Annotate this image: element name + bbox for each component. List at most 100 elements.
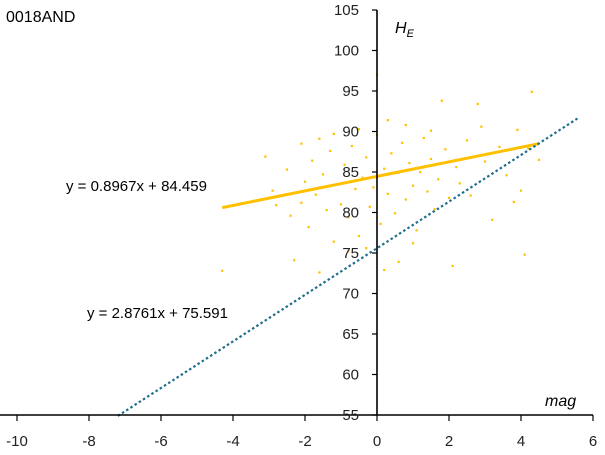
x-tick-label: -6 — [154, 433, 167, 450]
data-point — [451, 264, 454, 268]
data-point — [365, 247, 368, 250]
data-point — [440, 99, 443, 102]
data-point — [498, 145, 501, 148]
data-point — [339, 203, 343, 206]
data-point — [379, 222, 382, 225]
data-point — [332, 132, 335, 136]
data-point — [365, 156, 368, 159]
y-tick-label: 55 — [342, 407, 359, 424]
x-tick-label: 0 — [373, 433, 381, 450]
data-point — [411, 184, 415, 187]
data-point — [411, 242, 415, 245]
data-point — [429, 129, 433, 132]
y-tick-label: 100 — [334, 43, 359, 60]
data-point — [393, 212, 397, 215]
data-point — [390, 152, 393, 155]
data-point — [505, 174, 508, 177]
trendline-2 — [117, 116, 580, 417]
y-axis-label: HE — [395, 20, 415, 40]
data-point — [347, 250, 350, 253]
data-point — [447, 196, 451, 200]
x-axis-label: mag — [545, 393, 576, 410]
x-tick-label: -8 — [82, 433, 95, 450]
data-point — [458, 182, 461, 185]
data-point — [325, 208, 328, 212]
data-point — [404, 123, 407, 127]
data-point — [311, 159, 314, 162]
data-point — [437, 178, 440, 181]
data-point — [519, 189, 523, 192]
y-tick-label: 65 — [342, 326, 359, 343]
x-ticks: -10 -8 -6 -4 -2 0 2 4 6 — [6, 415, 597, 450]
data-point — [372, 186, 375, 189]
data-point — [318, 137, 321, 140]
data-point — [419, 170, 422, 174]
data-point — [350, 144, 353, 148]
data-point — [383, 167, 386, 170]
x-tick-label: -10 — [6, 433, 28, 450]
x-tick-label: -2 — [298, 433, 311, 450]
y-tick-label: 60 — [342, 367, 359, 384]
data-point — [303, 180, 307, 183]
data-point — [386, 119, 389, 122]
data-point — [444, 148, 447, 151]
y-tick-label: 95 — [342, 83, 359, 100]
data-point — [271, 189, 274, 192]
data-point — [354, 187, 357, 191]
data-point — [300, 142, 303, 145]
data-point — [386, 192, 389, 195]
data-point — [264, 155, 267, 158]
data-point — [433, 208, 436, 211]
y-ticks: 55 60 65 70 75 80 85 90 95 100 105 — [334, 2, 377, 424]
data-point — [321, 173, 325, 176]
data-point — [329, 149, 332, 153]
data-point — [516, 128, 519, 131]
data-point — [415, 229, 418, 232]
data-point — [469, 194, 472, 197]
data-point — [383, 268, 386, 272]
x-tick-label: 6 — [589, 433, 597, 450]
data-point — [527, 147, 530, 150]
data-point — [361, 176, 364, 179]
scatter-points — [221, 73, 541, 274]
data-point — [368, 205, 371, 208]
data-point — [404, 198, 407, 201]
x-tick-label: 2 — [445, 433, 453, 450]
data-point — [332, 240, 335, 243]
data-point — [221, 269, 224, 272]
y-tick-label: 105 — [334, 2, 359, 19]
data-point — [300, 201, 303, 204]
data-point — [537, 158, 541, 161]
data-point — [429, 157, 433, 161]
data-point — [307, 225, 310, 229]
y-tick-label: 90 — [342, 124, 359, 141]
data-point — [476, 102, 479, 106]
data-point — [512, 200, 515, 204]
data-point — [357, 127, 361, 131]
y-tick-label: 70 — [342, 286, 359, 303]
data-point — [465, 139, 469, 142]
data-point — [318, 271, 321, 274]
data-point — [314, 193, 317, 196]
data-point — [401, 141, 404, 144]
data-point — [293, 259, 296, 262]
trendline-1 — [221, 142, 540, 210]
data-point — [275, 204, 278, 207]
data-point — [523, 253, 526, 256]
data-point — [530, 90, 533, 93]
data-point — [397, 260, 400, 264]
y-tick-label: 85 — [342, 164, 359, 181]
x-tick-label: -4 — [226, 433, 239, 450]
x-tick-label: 4 — [517, 433, 525, 450]
chart-title: 0018AND — [6, 9, 75, 26]
data-point — [455, 166, 458, 169]
data-point — [343, 163, 346, 166]
data-point — [357, 234, 361, 238]
data-point — [422, 136, 425, 140]
y-tick-label: 75 — [342, 245, 359, 262]
trendline-1-label: y = 0.8967x + 84.459 — [66, 178, 207, 195]
trendline-2-label: y = 2.8761x + 75.591 — [87, 305, 228, 322]
data-point — [480, 125, 483, 128]
data-point — [426, 190, 429, 193]
